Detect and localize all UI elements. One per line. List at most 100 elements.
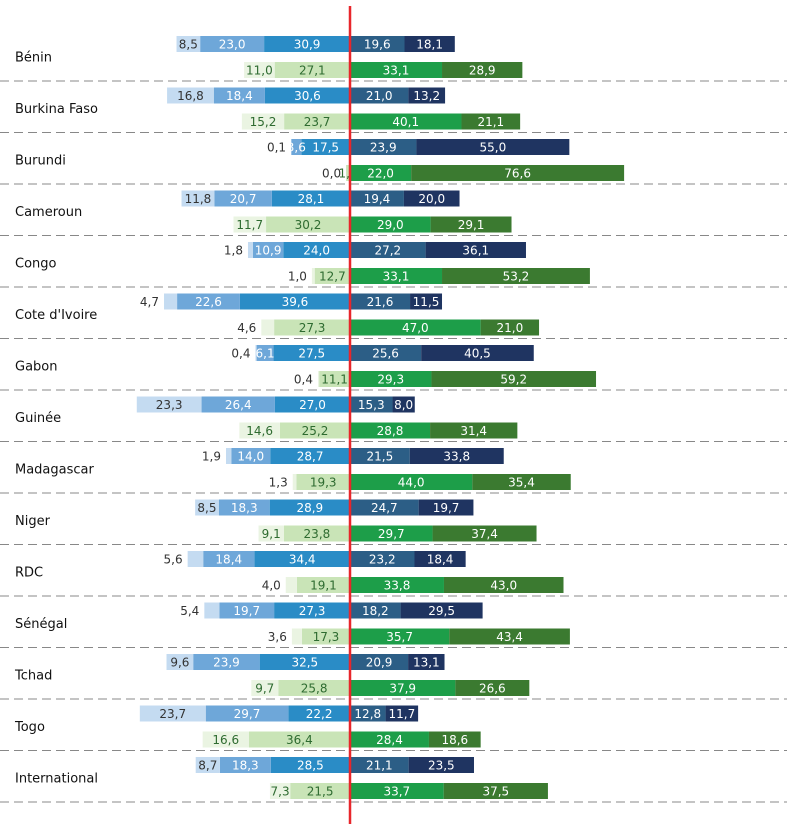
value-label: 13,2 xyxy=(413,89,440,103)
value-label: 12,8 xyxy=(354,707,381,721)
bar-segment xyxy=(274,62,350,78)
value-label: 59,2 xyxy=(500,373,527,387)
value-label: 39,6 xyxy=(282,295,309,309)
bar-segment xyxy=(416,139,570,155)
value-label: 55,0 xyxy=(480,141,507,155)
value-label: 29,1 xyxy=(458,218,485,232)
bar-segment xyxy=(410,293,443,310)
value-label: 37,5 xyxy=(482,785,509,799)
value-label: 11,7 xyxy=(388,707,415,721)
bar-segment xyxy=(279,422,350,439)
bar-segment xyxy=(350,499,419,516)
value-label: 0,0 xyxy=(322,167,341,181)
value-label: 18,1 xyxy=(416,38,443,52)
bar-segment xyxy=(431,371,597,387)
bar-segment xyxy=(258,525,284,542)
value-label: 47,0 xyxy=(402,321,429,335)
bar-segment xyxy=(256,345,274,361)
bar-segment xyxy=(255,345,257,361)
bar-segment xyxy=(346,165,350,181)
bar-segment xyxy=(261,319,275,336)
value-label: 3,6 xyxy=(287,141,306,155)
category-label: Congo xyxy=(15,257,57,272)
category-label: Cameroun xyxy=(15,205,82,220)
bar-segment xyxy=(455,680,530,696)
value-label: 31,4 xyxy=(460,424,487,438)
bar-segment xyxy=(408,654,445,670)
value-label: 0,1 xyxy=(267,141,286,155)
value-label: 22,0 xyxy=(367,167,394,181)
category-label: Burundi xyxy=(15,154,66,169)
bar-segment xyxy=(461,113,521,130)
category-label: Guinée xyxy=(15,411,61,426)
value-label: 19,7 xyxy=(233,604,260,618)
bar-segment xyxy=(269,499,350,516)
bar-segment xyxy=(443,783,548,799)
bar-segment xyxy=(350,87,409,104)
value-label: 27,5 xyxy=(298,347,325,361)
bar-segment xyxy=(187,551,204,567)
value-label: 4,6 xyxy=(237,321,256,335)
value-label: 16,6 xyxy=(212,733,239,747)
bar-segment xyxy=(408,757,474,773)
bar-segment xyxy=(400,602,483,619)
bar-segment xyxy=(231,448,271,464)
bar-segment xyxy=(201,396,275,413)
value-label: 21,6 xyxy=(367,295,394,309)
value-label: 27,3 xyxy=(299,604,326,618)
value-label: 23,5 xyxy=(428,759,455,773)
value-label: 13,1 xyxy=(413,656,440,670)
bar-segment xyxy=(273,345,350,361)
bar-segment xyxy=(195,757,220,773)
bar-segment xyxy=(288,705,350,722)
bar-segment xyxy=(274,319,350,336)
category-label: Bénin xyxy=(15,51,52,66)
bar-segment xyxy=(252,242,284,258)
bar-segment xyxy=(247,242,253,258)
bar-segment xyxy=(350,319,481,336)
value-label: 23,7 xyxy=(304,115,331,129)
value-label: 27,0 xyxy=(299,398,326,412)
value-label: 17,3 xyxy=(313,630,340,644)
bar-segment xyxy=(350,293,411,310)
value-label: 18,6 xyxy=(441,733,468,747)
bar-segment xyxy=(480,319,540,336)
value-label: 0,4 xyxy=(231,347,250,361)
value-label: 4,0 xyxy=(262,579,281,593)
value-label: 20,0 xyxy=(418,192,445,206)
bar-segment xyxy=(350,113,462,130)
bar-segment xyxy=(350,551,415,567)
bar-segment xyxy=(213,87,265,104)
value-label: 29,0 xyxy=(377,218,404,232)
value-label: 36,1 xyxy=(462,244,489,258)
bar-segment xyxy=(278,680,350,696)
bar-segment xyxy=(284,113,350,130)
value-label: 33,1 xyxy=(383,270,410,284)
bar-segment xyxy=(251,680,279,696)
bar-segment xyxy=(392,396,415,413)
value-label: 14,6 xyxy=(246,424,273,438)
bar-segment xyxy=(219,602,275,619)
bar-segment xyxy=(283,242,350,258)
bar-segment xyxy=(202,731,249,748)
bar-segment xyxy=(350,139,417,155)
bar-segment xyxy=(167,87,214,104)
bar-segment xyxy=(195,499,219,516)
bar-segment xyxy=(193,654,260,670)
bar-segment xyxy=(164,293,178,310)
category-label: Sénégal xyxy=(15,617,67,632)
value-label: 22,2 xyxy=(306,707,333,721)
bar-segment xyxy=(350,705,386,722)
bar-segment xyxy=(350,216,431,233)
bar-segment xyxy=(350,654,409,670)
bar-segment xyxy=(274,396,350,413)
bar-segment xyxy=(271,190,350,207)
value-label: 19,7 xyxy=(433,501,460,515)
value-label: 37,4 xyxy=(471,527,498,541)
value-label: 40,1 xyxy=(392,115,419,129)
value-label: 8,5 xyxy=(179,38,198,52)
value-label: 30,2 xyxy=(295,218,322,232)
value-label: 1,9 xyxy=(202,450,221,464)
value-label: 0,4 xyxy=(294,373,313,387)
value-label: 29,5 xyxy=(428,604,455,618)
